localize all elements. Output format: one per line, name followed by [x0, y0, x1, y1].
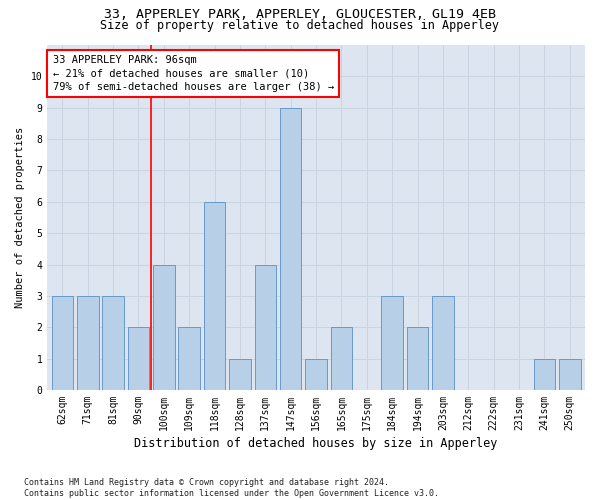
- Bar: [382, 296, 403, 390]
- Bar: [280, 108, 301, 390]
- Bar: [407, 327, 428, 390]
- Bar: [432, 296, 454, 390]
- Bar: [305, 358, 327, 390]
- Bar: [52, 296, 73, 390]
- Bar: [533, 358, 555, 390]
- Text: 33 APPERLEY PARK: 96sqm
← 21% of detached houses are smaller (10)
79% of semi-de: 33 APPERLEY PARK: 96sqm ← 21% of detache…: [53, 56, 334, 92]
- Text: Contains HM Land Registry data © Crown copyright and database right 2024.
Contai: Contains HM Land Registry data © Crown c…: [24, 478, 439, 498]
- X-axis label: Distribution of detached houses by size in Apperley: Distribution of detached houses by size …: [134, 437, 498, 450]
- Bar: [229, 358, 251, 390]
- Bar: [153, 264, 175, 390]
- Bar: [559, 358, 581, 390]
- Bar: [178, 327, 200, 390]
- Text: Size of property relative to detached houses in Apperley: Size of property relative to detached ho…: [101, 18, 499, 32]
- Bar: [128, 327, 149, 390]
- Bar: [331, 327, 352, 390]
- Bar: [103, 296, 124, 390]
- Bar: [77, 296, 98, 390]
- Text: 33, APPERLEY PARK, APPERLEY, GLOUCESTER, GL19 4EB: 33, APPERLEY PARK, APPERLEY, GLOUCESTER,…: [104, 8, 496, 20]
- Bar: [254, 264, 276, 390]
- Bar: [204, 202, 226, 390]
- Y-axis label: Number of detached properties: Number of detached properties: [15, 127, 25, 308]
